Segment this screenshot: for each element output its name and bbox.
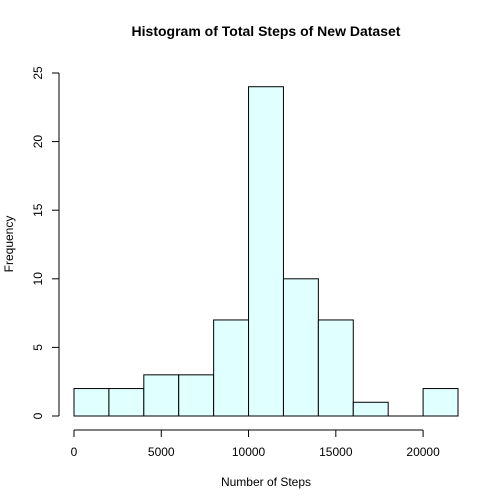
y-tick-label: 20: [31, 135, 45, 149]
y-tick-label: 25: [31, 66, 45, 80]
histogram-bar: [73, 388, 110, 417]
histogram-bar: [248, 86, 284, 417]
x-axis: 0 5000 10000 15000 20000: [71, 429, 440, 459]
y-axis-label: Frequency: [2, 216, 16, 273]
y-tick-label: 5: [31, 344, 45, 351]
histogram-bar: [178, 374, 215, 417]
y-tick-label: 10: [31, 272, 45, 286]
x-tick-label: 10000: [232, 445, 266, 459]
x-tick-label: 0: [71, 445, 78, 459]
y-tick-label: 15: [31, 203, 45, 217]
chart-title: Histogram of Total Steps of New Dataset: [132, 23, 401, 39]
histogram-bar: [317, 319, 354, 417]
bars-group: [73, 86, 459, 417]
x-tick-label: 15000: [319, 445, 353, 459]
x-axis-label: Number of Steps: [221, 475, 311, 489]
x-tick-label: 20000: [406, 445, 440, 459]
y-axis: 0 5 10 15 20 25: [31, 66, 60, 419]
histogram-bar: [108, 388, 145, 417]
histogram-bar: [282, 278, 319, 417]
histogram-bar: [422, 388, 459, 417]
histogram-bar: [143, 374, 180, 417]
x-tick-label: 5000: [148, 445, 175, 459]
histogram-bar: [213, 319, 250, 417]
y-tick-label: 0: [31, 412, 45, 419]
histogram-bar: [352, 401, 389, 417]
